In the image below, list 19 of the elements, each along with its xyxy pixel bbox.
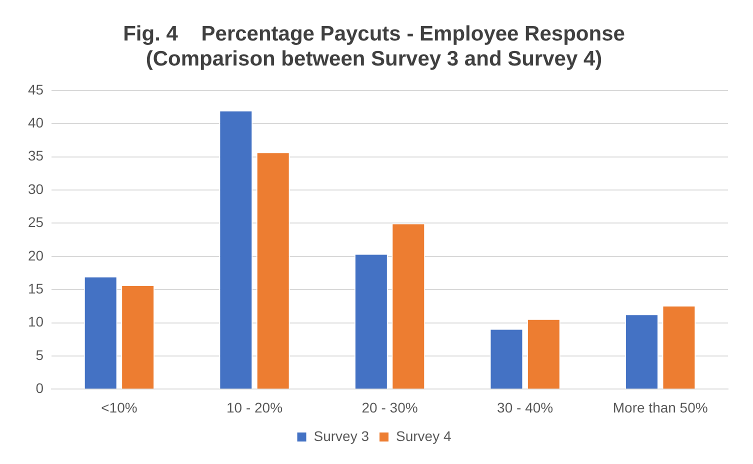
- legend-label: Survey 3: [314, 428, 370, 444]
- y-tick-label: 15: [28, 280, 44, 296]
- y-tick-label: 40: [28, 114, 44, 130]
- y-tick-label: 0: [36, 380, 44, 396]
- x-tick-label: 10 - 20%: [226, 399, 283, 416]
- text: (Comparison between Survey 3 and Survey 4): [146, 48, 602, 71]
- y-tick-label: 20: [28, 247, 44, 264]
- y-tick-label: 10: [28, 314, 44, 330]
- legend-label: Survey 4: [396, 428, 452, 444]
- text: Fig. 4 Percentage Paycuts - Employee Response: [123, 22, 625, 46]
- x-tick-label: 20 - 30%: [362, 399, 418, 416]
- y-tick-label: 35: [28, 148, 44, 164]
- x-tick-label: <10%: [101, 399, 138, 416]
- y-tick-label: 45: [28, 81, 44, 98]
- y-tick-label: 25: [28, 214, 44, 230]
- x-tick-label: More than 50%: [612, 399, 708, 416]
- y-tick-label: 5: [36, 346, 44, 363]
- x-tick-label: 30 - 40%: [497, 399, 554, 416]
- y-tick-label: 30: [28, 180, 44, 197]
